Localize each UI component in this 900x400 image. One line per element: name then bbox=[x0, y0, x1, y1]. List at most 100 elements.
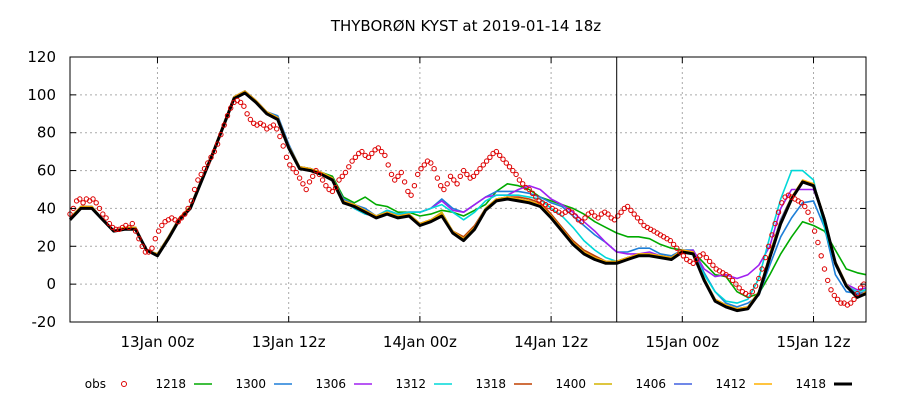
obs-point bbox=[638, 219, 644, 225]
obs-point bbox=[329, 188, 336, 195]
obs-point bbox=[749, 289, 755, 295]
y-tick-label: 100 bbox=[27, 86, 56, 104]
obs-point bbox=[385, 162, 391, 168]
obs-point bbox=[182, 211, 188, 217]
obs-point bbox=[487, 154, 493, 161]
obs-point bbox=[342, 169, 349, 176]
obs-point bbox=[821, 266, 828, 272]
obs-point bbox=[90, 196, 96, 202]
obs-point bbox=[319, 177, 326, 183]
obs-point bbox=[106, 220, 113, 227]
obs-point bbox=[497, 152, 503, 159]
obs-point bbox=[769, 232, 775, 238]
obs-point bbox=[310, 173, 316, 180]
obs-point bbox=[595, 215, 601, 221]
obs-point bbox=[759, 266, 765, 272]
obs-point bbox=[766, 243, 772, 250]
obs-point bbox=[277, 133, 283, 140]
obs-point bbox=[779, 200, 785, 206]
obs-point bbox=[152, 236, 159, 242]
obs-point bbox=[129, 220, 136, 227]
obs-point bbox=[464, 171, 470, 178]
obs-point bbox=[96, 205, 103, 212]
axes: -20 0 20 40 60 80 100 120 13Jan 00z 13Jan 12z 14Ja… bbox=[27, 48, 866, 351]
legend-label-1400: 1400 bbox=[555, 377, 586, 391]
obs-point bbox=[752, 283, 759, 289]
x-tick-label: 14Jan 12z bbox=[514, 333, 588, 351]
y-tick-label: 40 bbox=[37, 199, 56, 217]
obs-point bbox=[323, 183, 329, 189]
obs-point bbox=[706, 258, 713, 265]
legend-label-1412: 1412 bbox=[715, 377, 746, 391]
y-tick-label: 60 bbox=[37, 162, 56, 180]
obs-point bbox=[588, 209, 595, 215]
obs-point bbox=[270, 122, 277, 128]
obs-point bbox=[615, 213, 621, 219]
obs-point bbox=[392, 177, 398, 183]
obs-point bbox=[237, 99, 244, 106]
legend-label-1406: 1406 bbox=[635, 377, 666, 391]
obs-point bbox=[772, 220, 778, 227]
x-tick-label: 13Jan 00z bbox=[120, 333, 194, 351]
obs-point bbox=[506, 164, 513, 170]
obs-point bbox=[80, 200, 86, 206]
obs-point bbox=[444, 181, 450, 187]
x-tick-label: 15Jan 00z bbox=[645, 333, 719, 351]
obs-point bbox=[126, 224, 132, 231]
obs-point bbox=[175, 219, 181, 225]
obs-point bbox=[415, 171, 421, 178]
grid bbox=[70, 57, 866, 322]
obs-point bbox=[224, 113, 231, 119]
obs-point bbox=[100, 211, 106, 217]
obs-point bbox=[359, 148, 365, 155]
y-tick-label: -20 bbox=[32, 313, 57, 331]
obs-point bbox=[729, 277, 736, 284]
x-tick-label: 13Jan 12z bbox=[252, 333, 326, 351]
obs-point bbox=[349, 158, 355, 164]
obs-point bbox=[520, 181, 526, 187]
obs-point bbox=[293, 169, 299, 176]
obs-point bbox=[77, 196, 83, 202]
obs-point bbox=[710, 262, 716, 268]
obs-point bbox=[811, 228, 818, 234]
obs-point bbox=[195, 177, 201, 183]
obs-point bbox=[218, 131, 224, 138]
obs-point bbox=[533, 194, 539, 200]
obs-point bbox=[736, 285, 742, 291]
obs-point bbox=[142, 249, 149, 255]
obs-point bbox=[93, 200, 99, 206]
obs-point bbox=[398, 169, 404, 176]
obs-point bbox=[401, 179, 408, 185]
legend: obs 1218 1300 1306 1312 1318 1400 1406 1412 1418 bbox=[85, 377, 852, 391]
obs-point bbox=[221, 122, 227, 128]
obs-point bbox=[690, 260, 696, 266]
obs-point bbox=[500, 156, 506, 162]
obs-point bbox=[677, 249, 683, 255]
obs-point bbox=[208, 154, 214, 161]
obs-point bbox=[825, 277, 831, 284]
obs-point bbox=[451, 177, 457, 183]
obs-point bbox=[503, 160, 509, 166]
obs-point bbox=[431, 166, 437, 172]
obs-point bbox=[474, 169, 480, 176]
obs-point bbox=[746, 292, 752, 299]
obs-point bbox=[447, 173, 454, 180]
obs-point bbox=[247, 116, 254, 123]
obs-point bbox=[460, 167, 467, 174]
obs-point bbox=[605, 211, 611, 217]
obs-point bbox=[838, 300, 844, 306]
obs-point bbox=[680, 253, 687, 259]
obs-point bbox=[628, 207, 634, 214]
obs-point bbox=[280, 143, 286, 149]
obs-point bbox=[290, 166, 296, 172]
y-tick-label: 80 bbox=[37, 124, 56, 142]
obs-point bbox=[726, 273, 732, 280]
obs-point bbox=[375, 145, 381, 151]
obs-point bbox=[103, 215, 109, 221]
legend-label-1300: 1300 bbox=[235, 377, 266, 391]
x-tick-label: 14Jan 00z bbox=[383, 333, 457, 351]
obs-point bbox=[244, 111, 250, 117]
obs-point bbox=[516, 177, 523, 183]
obs-point bbox=[382, 152, 388, 159]
